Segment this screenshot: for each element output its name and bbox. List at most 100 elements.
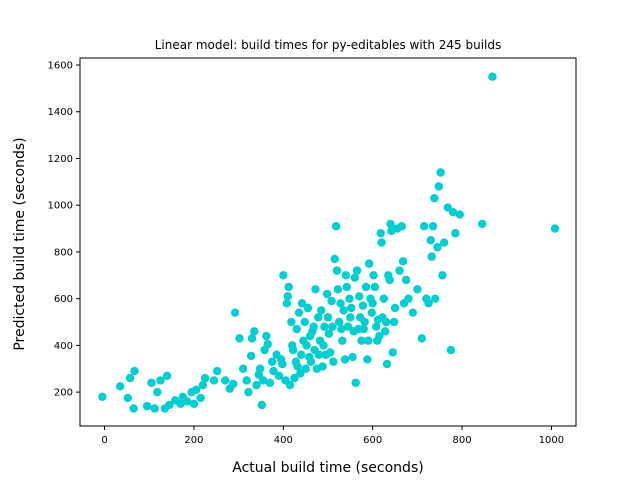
scatter-point <box>408 308 418 317</box>
x-tick-label: 0 <box>101 435 107 446</box>
scatter-point <box>446 345 456 355</box>
scatter-point <box>311 285 320 294</box>
scatter-point <box>327 296 336 306</box>
scatter-point <box>306 357 316 366</box>
scatter-point <box>322 289 332 299</box>
scatter-point <box>350 273 360 282</box>
axis-ticks: 0 200 400 600 800 1000 200 400 600 800 1000 1200 140… <box>48 61 565 446</box>
chart-title: Linear model: build times for py-editabl… <box>155 38 502 52</box>
scatter-point <box>162 371 172 380</box>
scatter-point <box>278 359 287 369</box>
scatter-point <box>263 340 272 349</box>
scatter-point <box>357 336 366 345</box>
scatter-point <box>279 271 288 280</box>
scatter-point <box>142 401 152 411</box>
scatter-point <box>246 351 256 361</box>
scatter-point <box>348 352 357 362</box>
scatter-point <box>98 392 107 401</box>
scatter-point <box>477 219 487 229</box>
scatter-point <box>397 222 406 231</box>
scatter-point <box>319 341 328 350</box>
y-tick-label: 600 <box>54 294 73 305</box>
scatter-point <box>252 380 261 390</box>
scatter-point <box>346 313 355 322</box>
scatter-point <box>200 373 210 383</box>
scatter-point <box>341 271 351 280</box>
scatter-point <box>150 404 159 413</box>
scatter-point <box>323 313 333 322</box>
scatter-point <box>377 238 386 247</box>
scatter-point <box>424 299 433 308</box>
scatter-point <box>430 193 439 203</box>
scatter-point <box>337 324 346 334</box>
scatter-point <box>364 259 374 268</box>
scatter-point <box>189 399 199 409</box>
scatter-point <box>257 400 267 410</box>
scatter-point <box>290 373 299 383</box>
scatter-point <box>259 376 268 385</box>
scatter-point <box>426 236 435 245</box>
scatter-point <box>324 329 334 338</box>
scatter-point <box>363 355 372 364</box>
scatter-point <box>428 222 438 231</box>
scatter-point <box>352 266 362 275</box>
scatter-point <box>297 299 307 308</box>
scatter-point <box>364 336 373 345</box>
scatter-point <box>130 366 139 376</box>
scatter-point <box>331 222 341 231</box>
y-tick-label: 1400 <box>48 107 73 118</box>
scatter-point <box>369 271 378 280</box>
scatter-point <box>372 322 381 331</box>
scatter-point <box>221 376 230 385</box>
x-tick-label: 1000 <box>539 435 564 446</box>
scatter-point <box>401 275 411 285</box>
scatter-point <box>265 378 275 387</box>
scatter-point <box>419 222 429 231</box>
scatter-point <box>398 257 408 266</box>
scatter-point <box>235 334 244 343</box>
scatter-point <box>455 210 465 219</box>
scatter-point <box>413 285 422 294</box>
scatter-point <box>296 350 306 359</box>
scatter-point <box>284 282 293 292</box>
scatter-point <box>287 317 296 327</box>
scatter-point <box>255 364 265 373</box>
scatter-point <box>288 345 298 355</box>
scatter-point <box>385 275 394 285</box>
scatter-point <box>448 208 458 217</box>
scatter-point <box>395 266 404 275</box>
scatter-point <box>320 322 329 331</box>
scatter-point <box>451 229 460 238</box>
scatter-point <box>345 294 354 303</box>
scatter-point <box>147 378 156 387</box>
scatter-point <box>196 393 205 403</box>
scatter-point <box>300 317 309 327</box>
scatter-point <box>488 72 497 81</box>
scatter-point <box>334 317 344 327</box>
plot-frame <box>79 57 577 427</box>
scatter-point <box>359 324 368 334</box>
scatter-point <box>292 324 301 334</box>
scatter-point <box>376 229 385 238</box>
scatter-point <box>330 254 339 264</box>
x-tick-label: 200 <box>184 435 203 446</box>
x-tick-label: 400 <box>274 435 293 446</box>
scatter-point <box>404 294 413 303</box>
scatter-point <box>176 399 185 409</box>
scatter-point <box>367 308 376 317</box>
scatter-point <box>198 380 208 390</box>
y-tick-label: 1200 <box>48 154 73 165</box>
scatter-point <box>283 292 292 301</box>
scatter-point <box>381 317 391 327</box>
scatter-point <box>230 308 240 317</box>
scatter-point <box>382 359 392 369</box>
y-tick-label: 1600 <box>48 61 73 72</box>
scatter-point <box>370 282 380 292</box>
scatter-point <box>165 400 174 410</box>
scatter-point <box>262 331 271 341</box>
scatter-point <box>360 317 369 327</box>
scatter-point <box>244 387 253 397</box>
scatter-point <box>332 266 342 275</box>
